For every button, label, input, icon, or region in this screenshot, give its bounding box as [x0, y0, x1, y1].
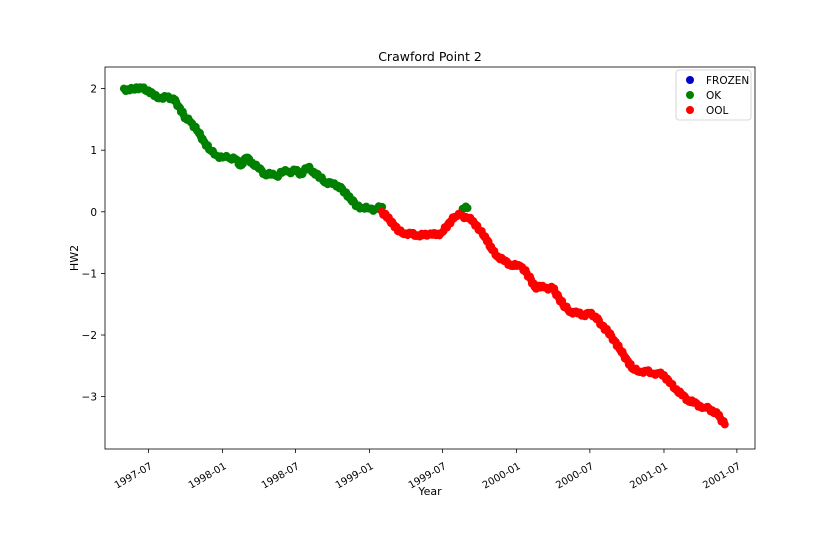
- y-tick-label: 0: [90, 207, 97, 219]
- chart-title: Crawford Point 2: [378, 49, 482, 64]
- legend-marker-ool: [686, 106, 694, 114]
- y-tick-label: −1: [82, 268, 97, 280]
- legend-marker-ok: [686, 91, 694, 99]
- legend: FROZEN OK OOL: [675, 69, 752, 121]
- series-ool: [378, 207, 729, 429]
- plot-frame: [104, 66, 756, 450]
- plot-area: [104, 66, 756, 450]
- y-axis-label: HW2: [68, 245, 81, 271]
- data-point: [463, 204, 472, 213]
- y-tick-label: −2: [82, 330, 97, 342]
- legend-label-ok: OK: [706, 90, 722, 102]
- y-tick-label: −3: [82, 392, 97, 404]
- data-point: [720, 420, 729, 429]
- legend-label-frozen: FROZEN: [706, 75, 749, 87]
- y-tick-label: 1: [90, 145, 97, 157]
- series-layer: [119, 83, 729, 429]
- legend-frame: [675, 69, 752, 121]
- y-axis: 2 1 0 −1 −2 −3: [82, 84, 105, 404]
- legend-marker-frozen: [686, 76, 694, 84]
- series-ok: [119, 83, 472, 215]
- x-axis-label: Year: [417, 485, 442, 498]
- legend-label-ool: OOL: [706, 105, 729, 117]
- y-tick-label: 2: [90, 84, 97, 96]
